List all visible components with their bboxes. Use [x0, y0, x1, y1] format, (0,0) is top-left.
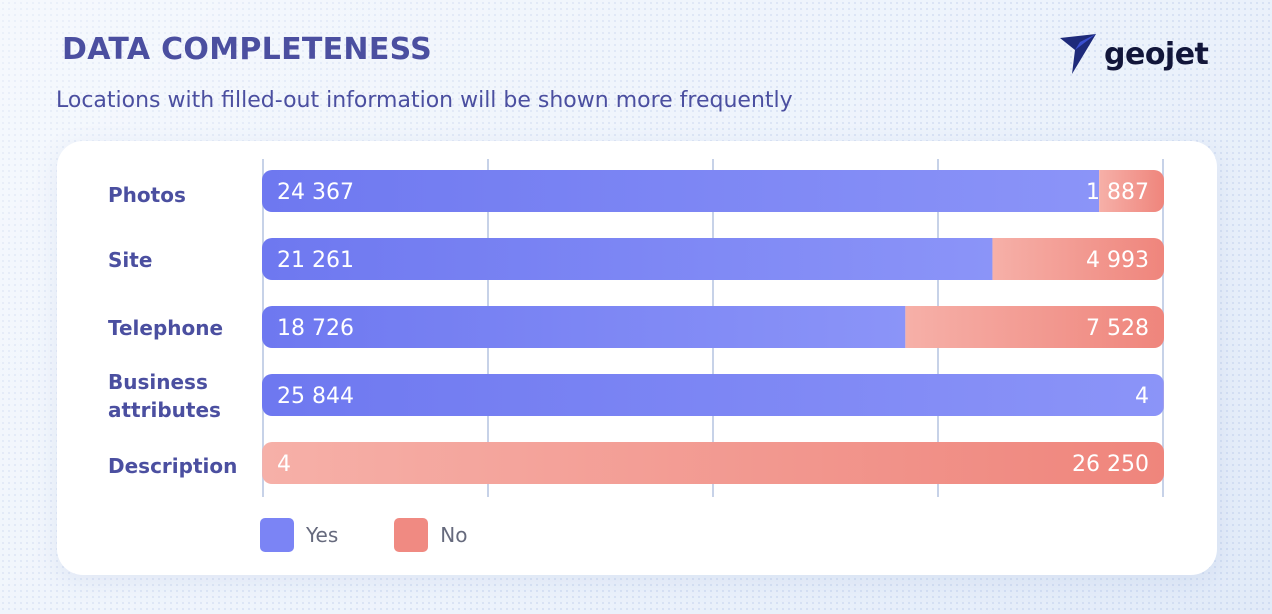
category-label: Photos — [108, 183, 186, 207]
bar-row — [262, 170, 1164, 212]
data-label-no: 7 528 — [1086, 316, 1149, 341]
bar-yes — [262, 374, 1164, 416]
bar-yes — [262, 170, 1100, 212]
data-label-no: 26 250 — [1072, 452, 1149, 477]
category-label: Business attributes — [108, 370, 221, 422]
bar-row — [262, 442, 1164, 484]
chart-card: Photos 24 367 1 887 Site 21 261 4 993 Telephon… — [57, 141, 1217, 575]
geojet-arrow-icon — [1060, 34, 1096, 74]
bar-no — [992, 238, 1164, 280]
category-label: Telephone — [108, 316, 223, 340]
bar-row — [262, 374, 1164, 416]
bar-no — [262, 442, 1164, 484]
data-label-yes: 4 — [277, 452, 291, 477]
legend-item-no: No — [394, 518, 468, 552]
data-label-yes: 18 726 — [277, 316, 354, 341]
bar-yes — [262, 306, 906, 348]
bar-yes — [262, 238, 993, 280]
stacked-bar-chart: Photos 24 367 1 887 Site 21 261 4 993 Telephon… — [108, 159, 1164, 497]
data-label-yes: 25 844 — [277, 384, 354, 409]
data-label-yes: 24 367 — [277, 180, 354, 205]
chart-legend: Yes No — [260, 518, 524, 552]
bar-row — [262, 238, 1164, 280]
logo: geojet — [1058, 30, 1209, 78]
data-label-yes: 21 261 — [277, 248, 354, 273]
legend-label-yes: Yes — [306, 523, 339, 547]
logo-text: geojet — [1104, 36, 1209, 72]
page-title: DATA COMPLETENESS — [62, 32, 433, 67]
page-subtitle: Locations with filled-out information wi… — [56, 88, 793, 113]
legend-item-yes: Yes — [260, 518, 338, 552]
bar-row — [262, 306, 1164, 348]
data-label-no: 4 993 — [1086, 248, 1149, 273]
category-label: Site — [108, 248, 152, 272]
legend-swatch-no — [394, 518, 429, 552]
category-label: Description — [108, 454, 237, 478]
legend-swatch-yes — [260, 518, 294, 552]
bar-no — [1099, 170, 1164, 212]
data-label-no: 1 887 — [1086, 180, 1149, 205]
bar-no — [905, 306, 1164, 348]
data-label-no: 4 — [1135, 384, 1149, 409]
legend-label-no: No — [440, 523, 468, 547]
